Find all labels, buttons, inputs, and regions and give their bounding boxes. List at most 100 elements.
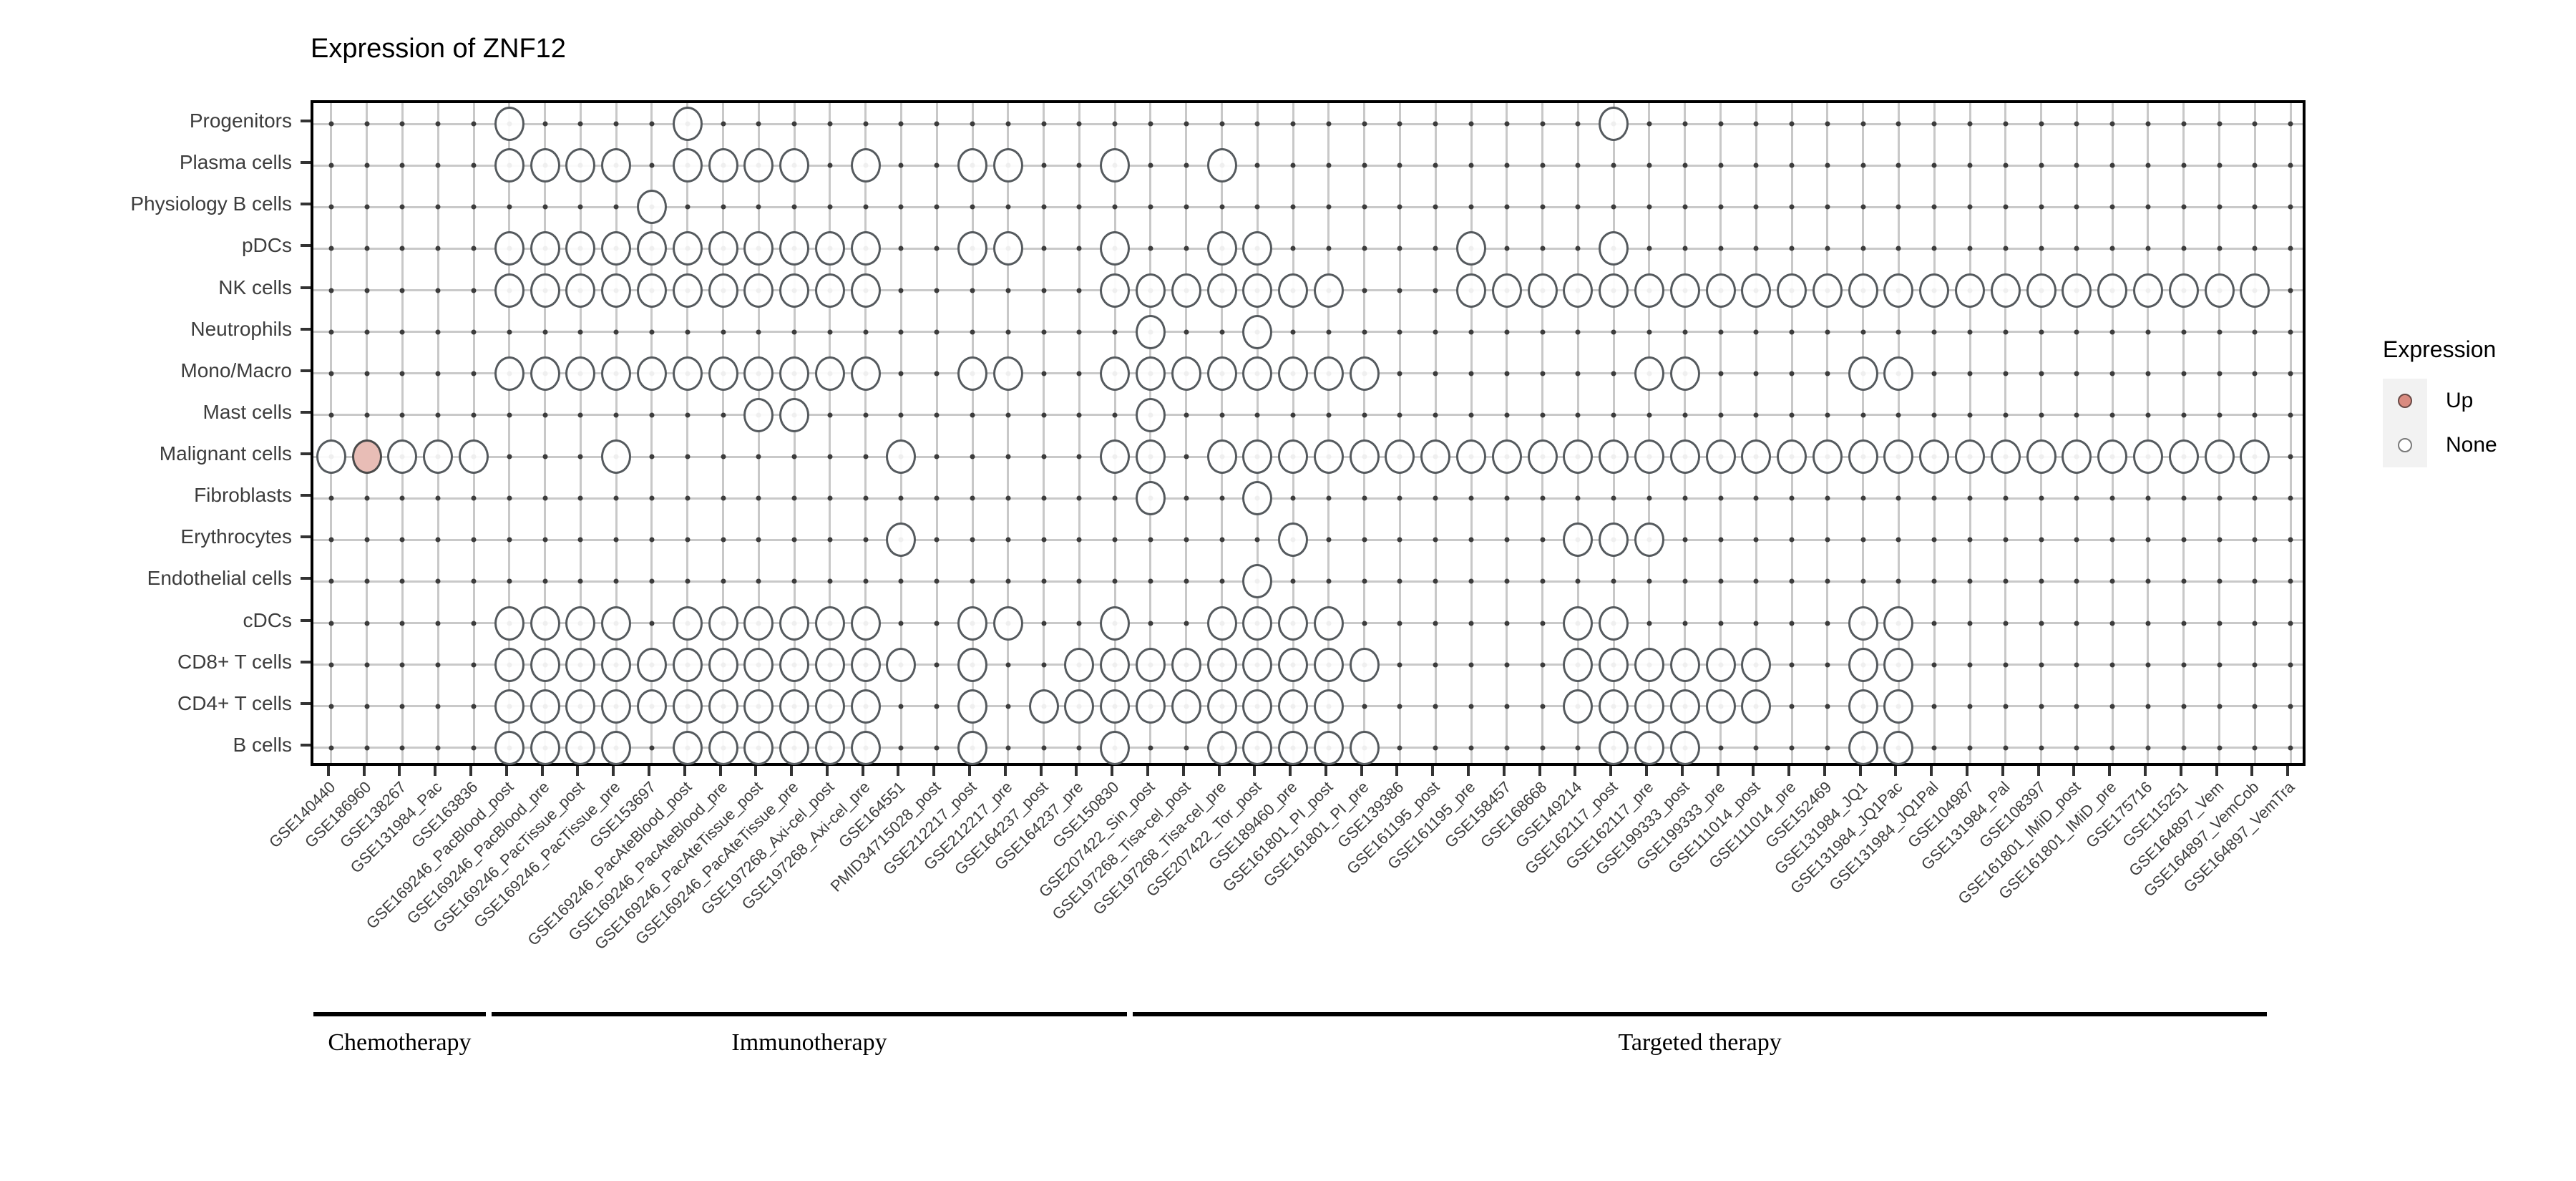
expression-dot[interactable] [1313, 273, 1344, 308]
expression-dot[interactable] [494, 356, 525, 391]
expression-dot[interactable] [1634, 523, 1664, 558]
expression-dot[interactable] [814, 231, 845, 266]
expression-dot[interactable] [1171, 356, 1201, 391]
expression-dot[interactable] [1064, 689, 1095, 724]
expression-dot[interactable] [1278, 273, 1309, 308]
expression-dot[interactable] [1242, 606, 1273, 641]
expression-dot[interactable] [1135, 481, 1166, 516]
expression-dot[interactable] [672, 273, 703, 308]
expression-dot[interactable] [2062, 273, 2092, 308]
expression-dot[interactable] [1812, 439, 1843, 475]
expression-dot[interactable] [2204, 273, 2235, 308]
expression-dot[interactable] [1206, 730, 1237, 765]
expression-dot[interactable] [1171, 689, 1201, 724]
expression-dot[interactable] [1385, 439, 1415, 475]
expression-dot[interactable] [1705, 273, 1736, 308]
expression-dot[interactable] [2026, 273, 2057, 308]
expression-dot[interactable] [1741, 647, 1772, 682]
expression-dot[interactable] [1741, 689, 1772, 724]
expression-dot[interactable] [565, 231, 596, 266]
expression-dot[interactable] [708, 730, 738, 765]
expression-dot[interactable] [1278, 689, 1309, 724]
expression-dot[interactable] [1206, 273, 1237, 308]
expression-dot[interactable] [601, 606, 632, 641]
expression-dot[interactable] [1599, 647, 1629, 682]
expression-dot[interactable] [1634, 273, 1664, 308]
expression-dot[interactable] [992, 148, 1023, 183]
expression-dot[interactable] [957, 231, 988, 266]
expression-dot[interactable] [1527, 439, 1558, 475]
expression-dot[interactable] [1848, 273, 1878, 308]
expression-dot[interactable] [2026, 439, 2057, 475]
expression-dot[interactable] [565, 273, 596, 308]
expression-dot[interactable] [1135, 356, 1166, 391]
expression-dot[interactable] [957, 730, 988, 765]
expression-dot[interactable] [1242, 481, 1273, 516]
expression-dot[interactable] [708, 148, 738, 183]
expression-dot[interactable] [708, 231, 738, 266]
expression-dot[interactable] [850, 231, 881, 266]
expression-dot[interactable] [1883, 730, 1914, 765]
expression-dot[interactable] [565, 689, 596, 724]
expression-dot[interactable] [779, 397, 810, 432]
expression-dot[interactable] [850, 647, 881, 682]
expression-dot[interactable] [1563, 439, 1594, 475]
expression-dot[interactable] [1848, 439, 1878, 475]
expression-dot[interactable] [1100, 273, 1131, 308]
expression-dot[interactable] [1100, 647, 1131, 682]
expression-dot[interactable] [1278, 439, 1309, 475]
expression-dot[interactable] [1242, 273, 1273, 308]
expression-dot[interactable] [708, 647, 738, 682]
expression-dot[interactable] [1848, 356, 1878, 391]
expression-dot[interactable] [1349, 356, 1380, 391]
expression-dot[interactable] [1955, 273, 1986, 308]
expression-dot[interactable] [814, 730, 845, 765]
expression-dot[interactable] [1955, 439, 1986, 475]
expression-dot[interactable] [1848, 689, 1878, 724]
expression-dot[interactable] [957, 647, 988, 682]
expression-dot[interactable] [1669, 689, 1700, 724]
expression-dot[interactable] [850, 148, 881, 183]
expression-dot[interactable] [672, 148, 703, 183]
expression-dot[interactable] [2062, 439, 2092, 475]
expression-dot[interactable] [1919, 439, 1950, 475]
expression-dot[interactable] [672, 730, 703, 765]
expression-dot[interactable] [743, 231, 774, 266]
expression-dot[interactable] [1599, 273, 1629, 308]
expression-dot[interactable] [1883, 273, 1914, 308]
expression-dot[interactable] [743, 148, 774, 183]
expression-dot[interactable] [530, 730, 560, 765]
expression-dot[interactable] [1349, 647, 1380, 682]
expression-dot[interactable] [636, 273, 667, 308]
expression-dot[interactable] [1563, 689, 1594, 724]
expression-dot[interactable] [1599, 439, 1629, 475]
expression-dot[interactable] [1206, 689, 1237, 724]
expression-dot[interactable] [1313, 439, 1344, 475]
expression-dot[interactable] [1705, 689, 1736, 724]
expression-dot[interactable] [1135, 273, 1166, 308]
expression-dot[interactable] [1705, 647, 1736, 682]
expression-dot[interactable] [494, 606, 525, 641]
expression-dot[interactable] [850, 606, 881, 641]
expression-dot[interactable] [565, 606, 596, 641]
expression-dot[interactable] [743, 397, 774, 432]
expression-dot[interactable] [1883, 689, 1914, 724]
expression-dot[interactable] [1741, 439, 1772, 475]
expression-dot[interactable] [1278, 356, 1309, 391]
expression-dot[interactable] [2240, 273, 2270, 308]
expression-dot[interactable] [992, 356, 1023, 391]
expression-dot[interactable] [1919, 273, 1950, 308]
expression-dot[interactable] [743, 730, 774, 765]
expression-dot[interactable] [1349, 730, 1380, 765]
expression-dot[interactable] [1313, 647, 1344, 682]
expression-dot[interactable] [1278, 606, 1309, 641]
expression-dot[interactable] [1563, 647, 1594, 682]
expression-dot[interactable] [494, 107, 525, 142]
expression-dot[interactable] [779, 273, 810, 308]
expression-dot[interactable] [1883, 439, 1914, 475]
expression-dot[interactable] [1206, 439, 1237, 475]
expression-dot[interactable] [1883, 606, 1914, 641]
expression-dot[interactable] [850, 730, 881, 765]
expression-dot[interactable] [779, 730, 810, 765]
expression-dot[interactable] [494, 273, 525, 308]
